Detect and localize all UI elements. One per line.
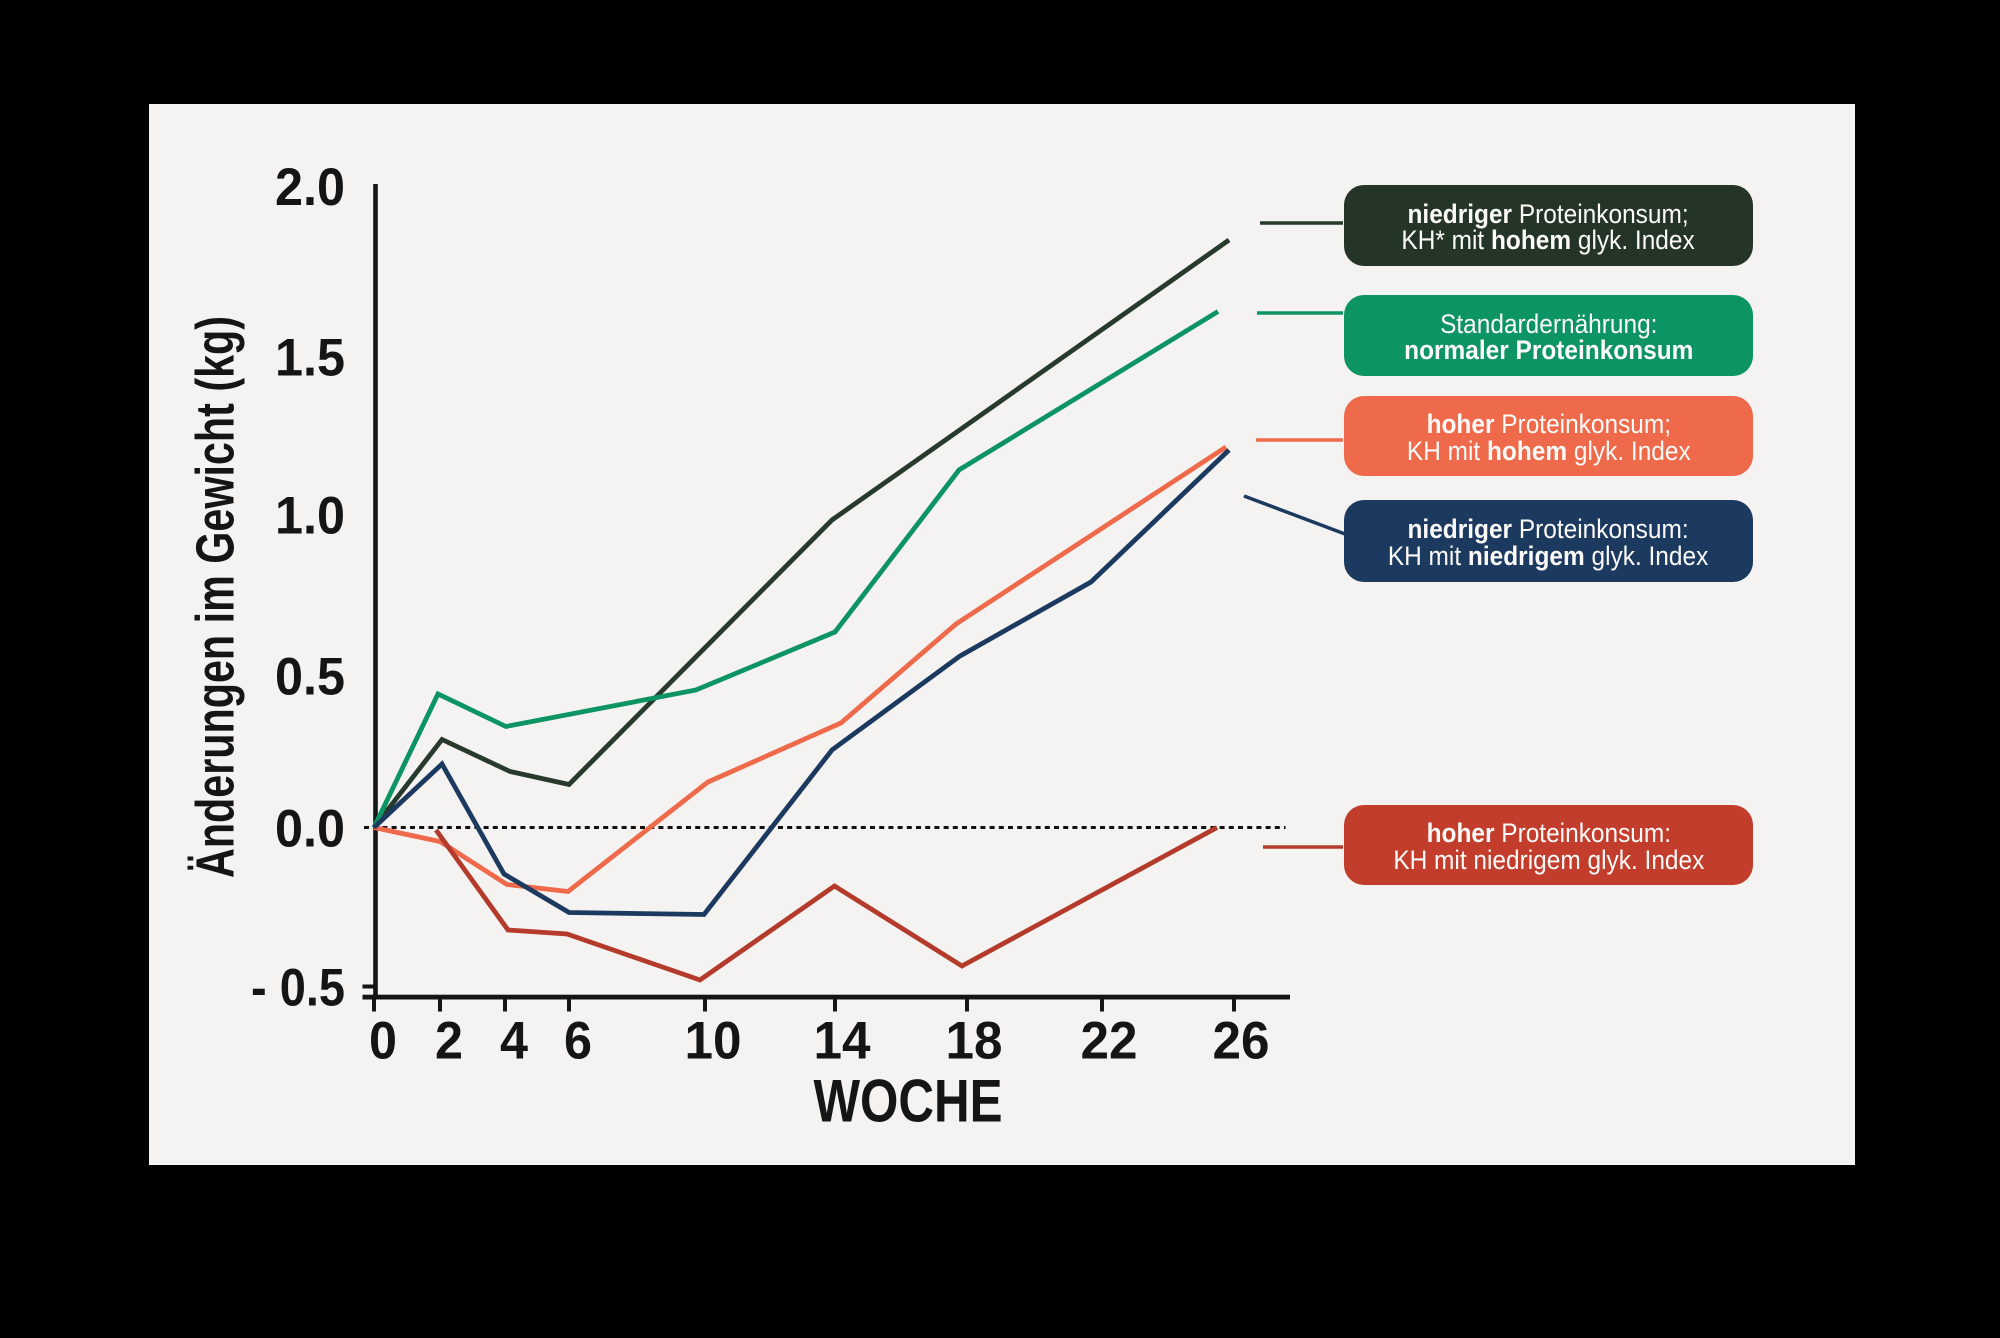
svg-text:0: 0 bbox=[369, 1012, 397, 1071]
svg-text:18: 18 bbox=[946, 1012, 1003, 1071]
svg-text:10: 10 bbox=[685, 1012, 742, 1071]
svg-text:1.0: 1.0 bbox=[275, 487, 345, 546]
svg-text:WOCHE: WOCHE bbox=[814, 1068, 1003, 1135]
svg-text:Änderungen im Gewicht (kg): Änderungen im Gewicht (kg) bbox=[186, 316, 246, 878]
svg-text:4: 4 bbox=[500, 1012, 528, 1071]
svg-text:22: 22 bbox=[1081, 1012, 1138, 1071]
svg-text:6: 6 bbox=[564, 1012, 592, 1071]
svg-text:26: 26 bbox=[1213, 1012, 1270, 1071]
svg-text:0.0: 0.0 bbox=[275, 800, 345, 859]
svg-text:0.5: 0.5 bbox=[275, 648, 345, 707]
svg-text:2: 2 bbox=[435, 1012, 463, 1071]
svg-text:14: 14 bbox=[814, 1012, 872, 1071]
svg-text:1.5: 1.5 bbox=[275, 329, 345, 388]
svg-text:- 0.5: - 0.5 bbox=[251, 959, 345, 1018]
svg-text:2.0: 2.0 bbox=[275, 158, 345, 217]
